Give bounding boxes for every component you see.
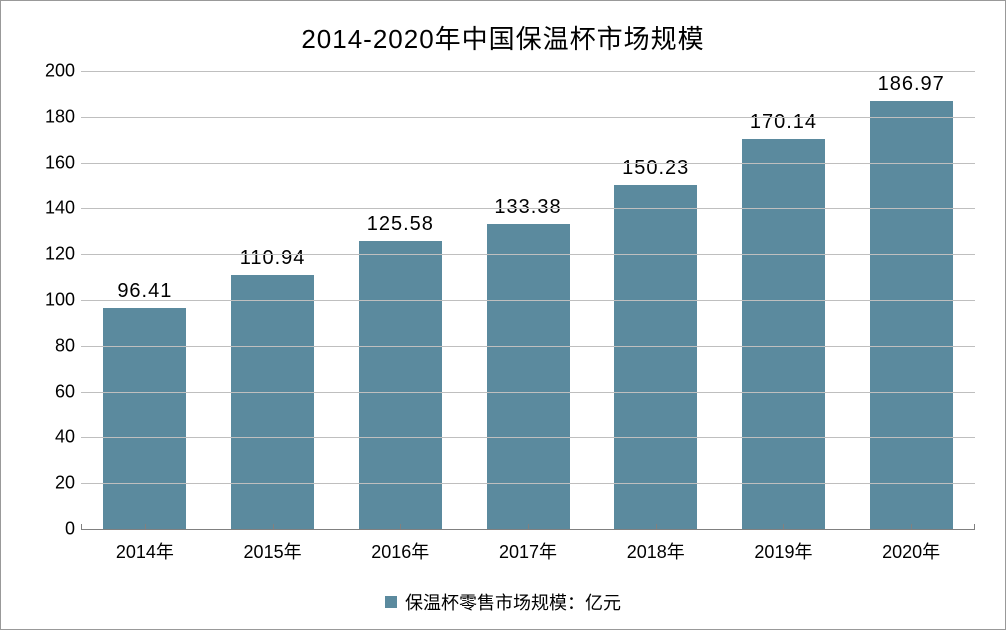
y-tick-label: 100 [31,290,75,311]
bar: 186.97 [870,101,953,529]
gridline [81,71,975,72]
gridline [81,392,975,393]
x-tick-label: 2019年 [720,530,848,569]
y-tick-label: 140 [31,198,75,219]
bar-value-label: 170.14 [750,111,817,134]
bar-value-label: 133.38 [494,196,561,219]
bar: 150.23 [614,185,697,529]
y-tick-label: 120 [31,244,75,265]
bar-value-label: 110.94 [240,247,306,270]
gridline [81,117,975,118]
legend-label: 保温杯零售市场规模：亿元 [405,589,621,615]
x-tick-label: 2018年 [592,530,720,569]
y-tick-label: 60 [31,381,75,402]
chart-title: 2014-2020年中国保温杯市场规模 [1,1,1005,56]
y-tick-label: 200 [31,61,75,82]
bar: 170.14 [742,139,825,529]
x-axis: 2014年2015年2016年2017年2018年2019年2020年 [81,529,975,569]
gridline [81,483,975,484]
x-tick-label: 2020年 [847,530,975,569]
gridline [81,346,975,347]
y-tick-label: 160 [31,152,75,173]
bar-value-label: 125.58 [367,213,434,236]
legend-swatch [385,596,397,608]
x-tick-label: 2014年 [81,530,209,569]
y-tick-label: 20 [31,473,75,494]
x-tick-label: 2017年 [464,530,592,569]
gridline [81,208,975,209]
bar-value-label: 186.97 [878,73,945,96]
x-tick-label: 2015年 [209,530,337,569]
legend: 保温杯零售市场规模：亿元 [1,589,1005,615]
bar: 125.58 [359,241,442,529]
gridline [81,300,975,301]
chart-container: 2014-2020年中国保温杯市场规模 0 20 40 60 80 100 120 140 16… [0,0,1006,630]
y-axis: 020406080100120140160180200 [31,71,81,529]
gridline [81,163,975,164]
bar: 110.94 [231,275,314,529]
y-tick-label: 40 [31,427,75,448]
bar-value-label: 150.23 [622,157,689,180]
bar: 96.41 [103,308,186,529]
plot-area: 96.41 110.94 125.58 133.38 150.23 170.14 186.9… [81,71,975,529]
x-tick-label: 2016年 [336,530,464,569]
gridline [81,254,975,255]
y-tick-label: 80 [31,335,75,356]
y-tick-label: 0 [31,519,75,540]
y-tick-label: 180 [31,106,75,127]
gridline [81,437,975,438]
